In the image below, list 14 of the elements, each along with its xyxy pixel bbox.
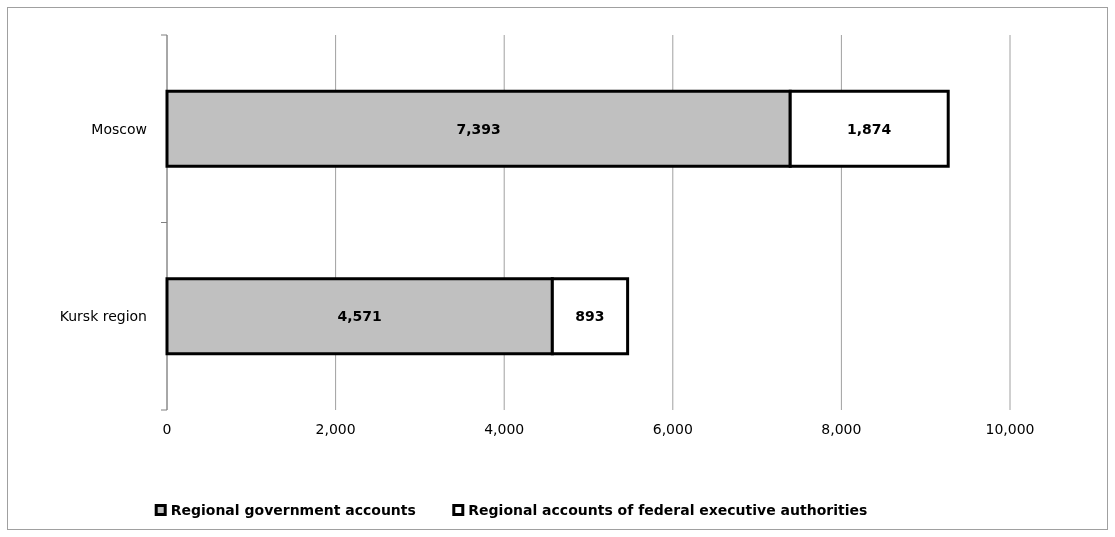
x-tick-label: 8,000 bbox=[821, 421, 862, 437]
data-label: 1,874 bbox=[847, 120, 892, 137]
x-tick-label: 2,000 bbox=[315, 421, 356, 437]
x-tick-label: 10,000 bbox=[985, 421, 1035, 437]
x-tick-label: 0 bbox=[162, 421, 172, 437]
y-tick-label: Kursk region bbox=[59, 308, 147, 325]
legend-label: Regional government accounts bbox=[170, 502, 416, 518]
y-tick-label: Moscow bbox=[91, 120, 147, 137]
x-tick-label: 4,000 bbox=[484, 421, 525, 437]
legend-label: Regional accounts of federal executive authorities bbox=[468, 502, 868, 518]
data-label: 893 bbox=[575, 308, 605, 325]
data-label: 4,571 bbox=[337, 308, 382, 325]
data-label: 7,393 bbox=[456, 120, 501, 137]
x-tick-label: 6,000 bbox=[652, 421, 693, 437]
